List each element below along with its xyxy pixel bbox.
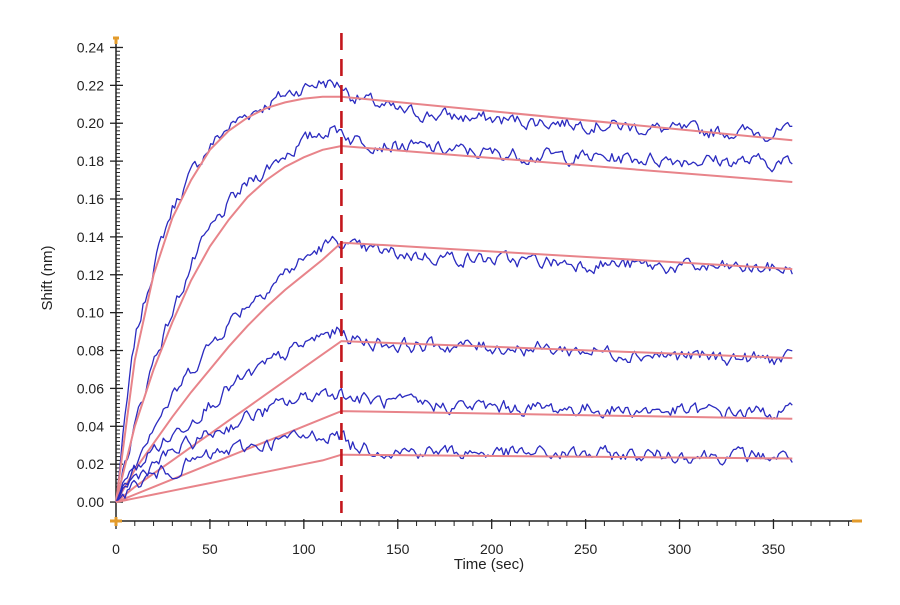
origin-accent: [110, 517, 122, 526]
y-tick-label: 0.14: [77, 229, 104, 245]
measured-trace-4: [115, 326, 793, 503]
fit-curve-6: [115, 453, 793, 504]
x-tick-label: 50: [202, 541, 218, 557]
y-tick-label: 0.04: [77, 418, 104, 434]
y-tick-label: 0.02: [77, 456, 104, 472]
y-tick-label: 0.24: [77, 39, 104, 55]
y-tick-label: 0.06: [77, 380, 104, 396]
x-tick-label: 0: [112, 541, 120, 557]
fit-curve-5: [115, 410, 793, 504]
x-tick-label: 350: [762, 541, 786, 557]
y-tick-label: 0.18: [77, 153, 104, 169]
measured-trace-5: [115, 387, 793, 503]
fit-curve-2: [115, 144, 793, 503]
y-tick-label: 0.00: [77, 494, 104, 510]
labels-layer: Shift (nm) Time (sec) 0.00 0.02 0.04 0.06 0.…: [39, 39, 785, 573]
measured-trace-6: [115, 429, 793, 503]
x-tick-label: 250: [574, 541, 598, 557]
fit-curve-3: [115, 241, 793, 503]
axes-layer: [110, 36, 862, 529]
y-axis-end-accent: [113, 36, 119, 44]
x-tick-label: 150: [386, 541, 410, 557]
y-tick-label: 0.12: [77, 267, 104, 283]
y-tick-label: 0.22: [77, 77, 104, 93]
fit-curve-4: [115, 340, 793, 503]
y-tick-label: 0.16: [77, 191, 104, 207]
measured-trace-3: [115, 235, 793, 503]
y-axis-label: Shift (nm): [39, 245, 56, 310]
y-tick-label: 0.08: [77, 343, 104, 359]
x-tick-label: 200: [480, 541, 504, 557]
x-tick-label: 300: [668, 541, 692, 557]
series-layer: [115, 79, 793, 504]
x-axis-label: Time (sec): [454, 556, 524, 573]
y-tick-label: 0.20: [77, 115, 104, 131]
fit-curve-1: [115, 95, 793, 503]
y-tick-label: 0.10: [77, 305, 104, 321]
x-tick-label: 100: [292, 541, 316, 557]
measured-trace-2: [115, 125, 793, 503]
